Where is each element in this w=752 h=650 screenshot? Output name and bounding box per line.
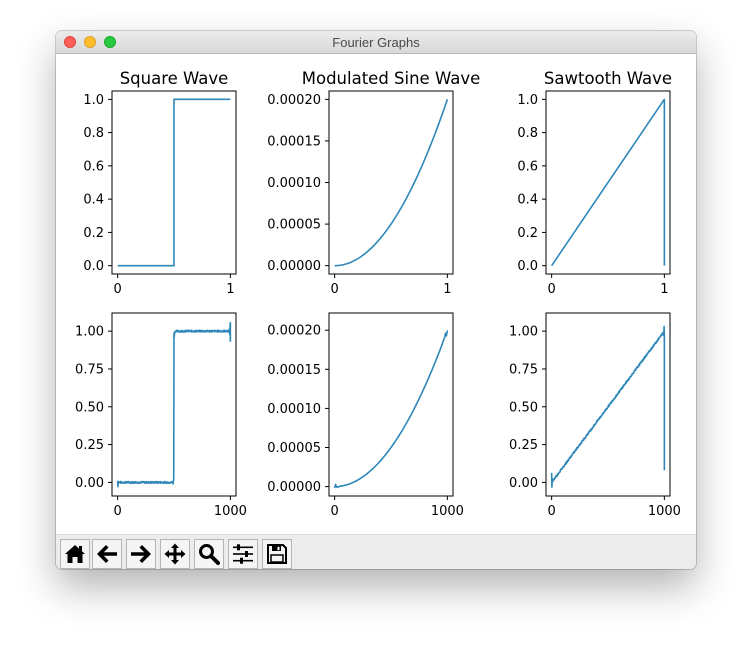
series-line (550, 98, 666, 267)
y-tick-label: 0.00 (75, 476, 104, 491)
series-line (117, 98, 231, 267)
y-tick-label: 0.8 (517, 126, 538, 141)
subplot-2: Modulated Sine Wave 0.00000 0.00005 0.00010… (267, 69, 480, 297)
x-tick-label: 1000 (648, 504, 681, 519)
x-tick-label: 1 (443, 282, 451, 297)
y-tick-label: 0.25 (75, 438, 104, 453)
x-tick-label: 0 (330, 504, 338, 519)
x-tick-label: 1 (226, 282, 234, 297)
zoom-magnifier-icon (199, 544, 220, 565)
series-line (550, 325, 666, 488)
x-tick-label: 1000 (214, 504, 247, 519)
y-tick-label: 1.0 (517, 93, 538, 108)
y-tick-label: 0.00020 (267, 93, 321, 108)
navigation-toolbar (56, 534, 696, 569)
x-tick-label: 0 (113, 282, 121, 297)
save-floppy-icon (267, 544, 287, 564)
series-line (333, 330, 449, 489)
subplot-title: Modulated Sine Wave (302, 69, 481, 88)
y-tick-label: 0.75 (509, 362, 538, 377)
window-title: Fourier Graphs (332, 35, 420, 50)
y-tick-label: 0.6 (517, 159, 538, 174)
subplot-title: Sawtooth Wave (544, 69, 672, 88)
axes-frame (111, 312, 237, 497)
forward-arrow-icon (131, 545, 151, 563)
y-tick-label: 0.6 (83, 159, 104, 174)
series-line (334, 99, 449, 267)
subplot-4: 0.00 0.25 0.50 0.75 1.00 0 1000 (75, 312, 247, 519)
x-tick-label: 1 (660, 282, 668, 297)
subplot-title: Square Wave (120, 69, 229, 88)
home-icon (65, 545, 85, 563)
close-window-button[interactable] (64, 36, 76, 48)
y-tick-label: 0.50 (75, 400, 104, 415)
minimize-window-button[interactable] (84, 36, 96, 48)
y-tick-label: 0.00005 (267, 441, 321, 456)
app-window: Fourier Graphs Square Wave 0.0 0.2 0.4 0.6 0.… (56, 31, 696, 569)
y-tick-label: 0.4 (517, 193, 538, 208)
subplot-6: 0.00 0.25 0.50 0.75 1.00 0 1000 (509, 312, 681, 519)
y-tick-label: 0.25 (509, 438, 538, 453)
axes-frame (545, 90, 671, 275)
axes-frame (328, 90, 454, 275)
y-tick-label: 0.0 (517, 259, 538, 274)
y-tick-label: 0.75 (75, 362, 104, 377)
y-tick-label: 0.2 (517, 226, 538, 241)
save-button[interactable] (262, 539, 292, 569)
y-tick-label: 0.8 (83, 126, 104, 141)
zoom-window-button[interactable] (104, 36, 116, 48)
y-tick-label: 0.00000 (267, 480, 321, 495)
zoom-button[interactable] (194, 539, 224, 569)
x-tick-label: 0 (547, 282, 555, 297)
x-tick-label: 0 (330, 282, 338, 297)
y-tick-label: 1.0 (83, 93, 104, 108)
y-tick-label: 0.00 (509, 476, 538, 491)
back-arrow-icon (97, 545, 117, 563)
title-bar: Fourier Graphs (56, 31, 696, 54)
y-tick-label: 1.00 (75, 325, 104, 340)
configure-subplots-icon (233, 544, 253, 564)
x-tick-label: 1000 (431, 504, 464, 519)
y-tick-label: 0.00010 (267, 402, 321, 417)
x-tick-label: 0 (113, 504, 121, 519)
subplot-3: Sawtooth Wave 0.0 0.2 0.4 0.6 0.8 1.0 0 1 (517, 69, 672, 297)
home-button[interactable] (60, 539, 90, 569)
y-tick-label: 0.00005 (267, 218, 321, 233)
back-button[interactable] (92, 539, 122, 569)
y-tick-label: 1.00 (509, 325, 538, 340)
x-tick-label: 0 (547, 504, 555, 519)
subplot-1: Square Wave 0.0 0.2 0.4 0.6 0.8 1.0 0 1 (83, 69, 237, 297)
y-tick-label: 0.0 (83, 259, 104, 274)
forward-button[interactable] (126, 539, 156, 569)
y-tick-label: 0.4 (83, 193, 104, 208)
pan-move-icon (164, 543, 186, 565)
y-tick-label: 0.00015 (267, 134, 321, 149)
subplot-5: 0.00000 0.00005 0.00010 0.00015 0.00020 0 1000 (267, 312, 464, 519)
y-tick-label: 0.2 (83, 226, 104, 241)
y-tick-label: 0.00020 (267, 324, 321, 339)
y-tick-label: 0.00010 (267, 176, 321, 191)
axes-frame (545, 312, 671, 497)
y-tick-label: 0.50 (509, 400, 538, 415)
series-line (116, 321, 232, 488)
pan-button[interactable] (160, 539, 190, 569)
y-tick-label: 0.00000 (267, 259, 321, 274)
axes-frame (111, 90, 237, 275)
configure-subplots-button[interactable] (228, 539, 258, 569)
y-tick-label: 0.00015 (267, 363, 321, 378)
axes-frame (328, 312, 454, 497)
